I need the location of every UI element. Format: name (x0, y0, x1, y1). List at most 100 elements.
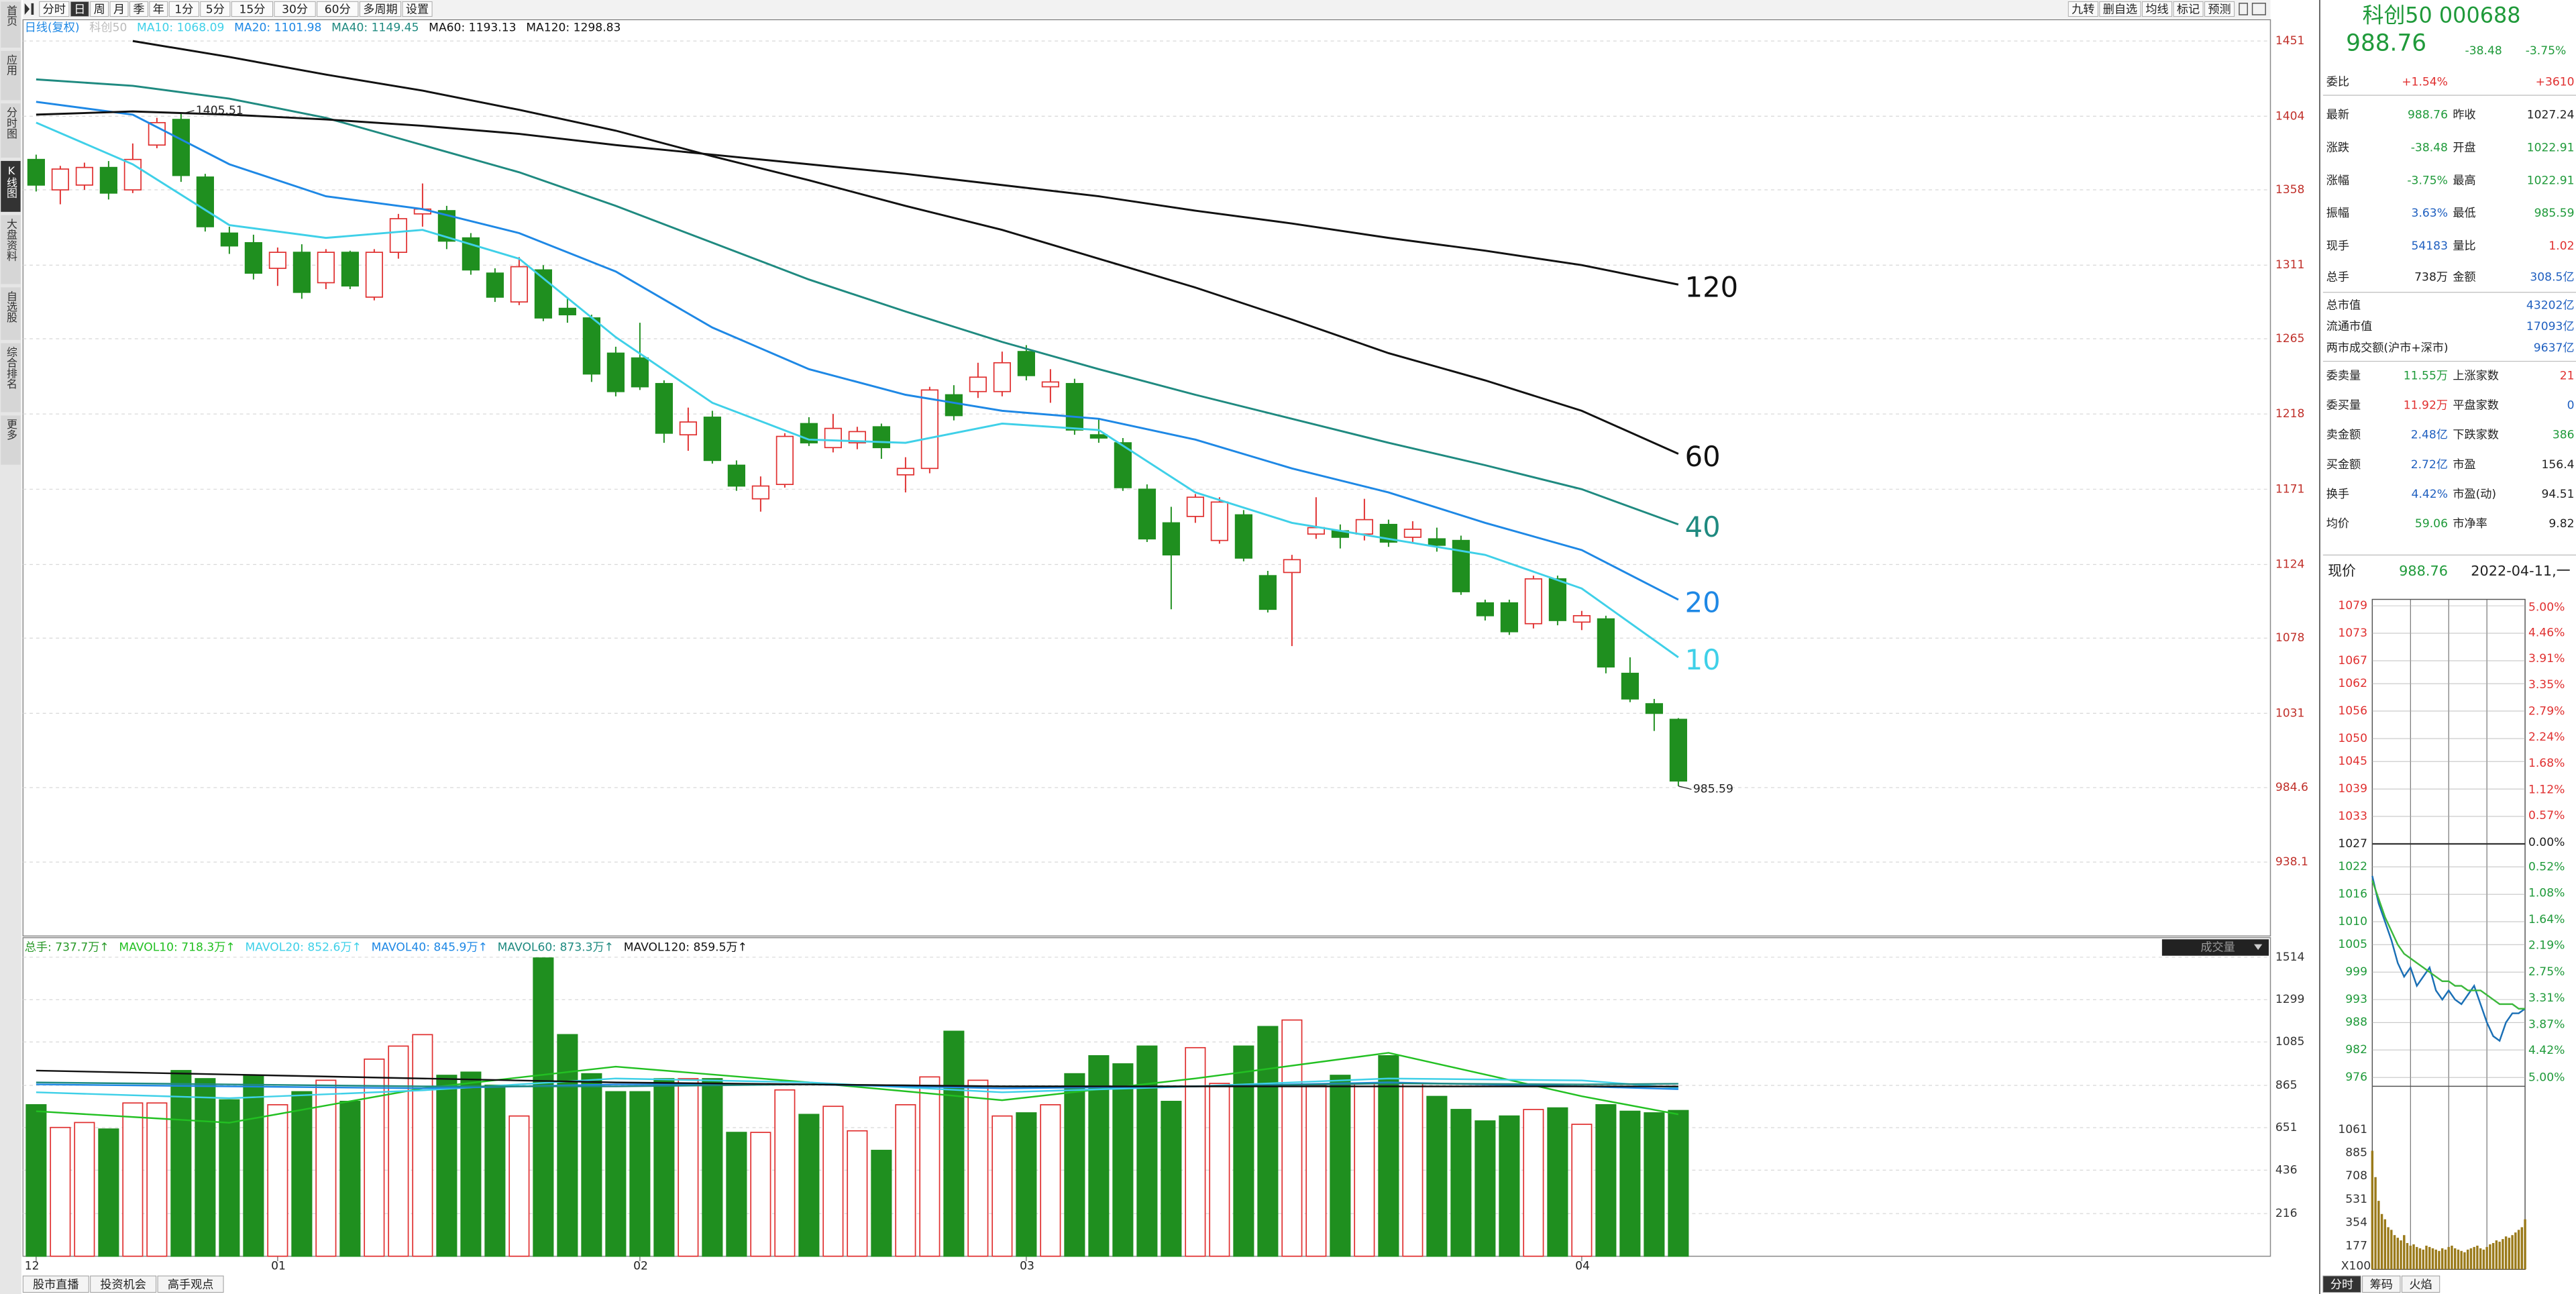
sidebar-tab[interactable] (1, 1, 21, 48)
toolbar-button[interactable] (90, 1, 109, 17)
quote-value: -3.75% (2407, 174, 2448, 187)
candle-body (1089, 434, 1108, 439)
volume-bar (1064, 1073, 1085, 1257)
toolbar-button[interactable] (109, 1, 129, 17)
toolbar-icons[interactable] (2239, 3, 2266, 15)
quote-value: 9.82 (2548, 517, 2574, 531)
volume-bar (653, 1078, 675, 1257)
tool-button[interactable] (2141, 1, 2173, 17)
candle-body (824, 427, 842, 449)
side-tab-label: 分时 (2330, 1279, 2353, 1292)
candle-body (1186, 496, 1204, 517)
toolbar-button[interactable] (200, 1, 231, 17)
sidebar-tab[interactable] (1, 50, 21, 101)
candle-body (945, 394, 963, 417)
volume-bar (412, 1034, 433, 1257)
mini-volume-tick-label: 177 (2345, 1240, 2367, 1253)
intraday-pct-label: 3.87% (2528, 1018, 2565, 1031)
intraday-pct-label: 0.00% (2528, 836, 2565, 849)
candle-body (679, 421, 697, 436)
candle-body (606, 352, 625, 392)
volume-bar (678, 1078, 699, 1257)
volume-bar (871, 1150, 892, 1257)
low-label: 985.59 (1693, 783, 1733, 796)
sidebar-tab-label: 分时图 (5, 107, 17, 139)
volume-bar (74, 1122, 95, 1257)
volume-tick-label: 216 (2275, 1207, 2298, 1220)
y-tick-label: 1404 (2275, 109, 2305, 123)
candle-body (1210, 501, 1228, 541)
toolbar-button[interactable] (274, 1, 316, 17)
y-tick-label: 1451 (2275, 34, 2305, 48)
quote-value: 21 (2560, 370, 2575, 383)
quote-label: 买金额 (2326, 458, 2361, 472)
sidebar-tab[interactable] (1, 343, 21, 413)
side-tab[interactable] (2401, 1275, 2440, 1293)
volume-bar (1499, 1115, 1520, 1257)
quote-label: 上涨家数 (2453, 370, 2499, 383)
volume-bar (484, 1084, 506, 1257)
candle-body (1162, 522, 1180, 556)
sidebar-tab[interactable] (1, 415, 21, 465)
sidebar-tab-label: 更多 (5, 419, 17, 440)
sidebar-tab[interactable] (1, 287, 21, 340)
volume-bar (1619, 1110, 1641, 1257)
toolbar-button[interactable] (129, 1, 148, 17)
toolbar-button[interactable] (359, 1, 402, 17)
tool-button[interactable] (2204, 1, 2235, 17)
candle-body (1621, 672, 1639, 700)
mini-volume-tick-label: 885 (2345, 1146, 2367, 1159)
volume-bar (1112, 1063, 1134, 1257)
tool-label: 预测 (2208, 3, 2231, 17)
volume-bar (1161, 1101, 1182, 1257)
quote-label: 量比 (2453, 239, 2475, 253)
volume-bar (98, 1128, 119, 1257)
toolbar-button[interactable] (231, 1, 274, 17)
toolbar-icon[interactable] (24, 3, 34, 15)
volume-bar (1644, 1112, 1665, 1257)
volume-tag-box[interactable] (2161, 939, 2269, 956)
volume-bar (1668, 1110, 1689, 1257)
volume-bar (798, 1114, 820, 1257)
quote-value: 308.5亿 (2530, 271, 2574, 284)
volume-bar (581, 1073, 602, 1257)
intraday-pct-label: 4.46% (2528, 626, 2565, 639)
quote-value: +1.54% (2402, 75, 2448, 89)
toolbar-button[interactable] (317, 1, 359, 17)
intraday-tick-label: 999 (2345, 965, 2367, 979)
bottom-tab[interactable] (90, 1275, 157, 1293)
intraday-tick-label: 1062 (2338, 677, 2367, 690)
sidebar-tab[interactable] (1, 215, 21, 284)
tool-button[interactable] (2099, 1, 2141, 17)
intraday-tick-label: 1067 (2338, 654, 2367, 667)
quote-title: 科创50 000688 (2363, 2, 2521, 28)
candle-body (969, 376, 987, 392)
intraday-pct-label: 3.91% (2528, 652, 2565, 665)
sidebar-tab[interactable] (1, 103, 21, 158)
intraday-pct-label: 2.24% (2528, 731, 2565, 744)
toolbar-label: 60分 (325, 3, 351, 17)
candle-body (1548, 578, 1566, 621)
candle-body (1645, 703, 1663, 714)
ma-end-label: 60 (1685, 440, 1721, 473)
toolbar-button[interactable] (149, 1, 168, 17)
toolbar-button[interactable] (168, 1, 199, 17)
toolbar-button[interactable] (39, 1, 70, 17)
side-tab[interactable] (2322, 1275, 2361, 1293)
toolbar-button[interactable] (70, 1, 89, 17)
volume-bar (291, 1091, 313, 1257)
sidebar-tab[interactable] (1, 160, 21, 212)
tool-button[interactable] (2173, 1, 2204, 17)
quote-pct: -3.75% (2526, 44, 2567, 58)
volume-bar (533, 957, 554, 1257)
toolbar-button[interactable] (402, 1, 433, 17)
legend-item: MA60: 1193.13 (429, 21, 516, 35)
side-tab[interactable] (2362, 1275, 2401, 1293)
bottom-tab[interactable] (157, 1275, 224, 1293)
legend-item: MA40: 1149.45 (331, 21, 419, 35)
tool-button[interactable] (2068, 1, 2098, 17)
bottom-tab[interactable] (22, 1275, 89, 1293)
quote-value: 1027.24 (2527, 108, 2575, 121)
tool-label: 均线 (2145, 3, 2168, 17)
quote-label: 开盘 (2453, 141, 2475, 154)
